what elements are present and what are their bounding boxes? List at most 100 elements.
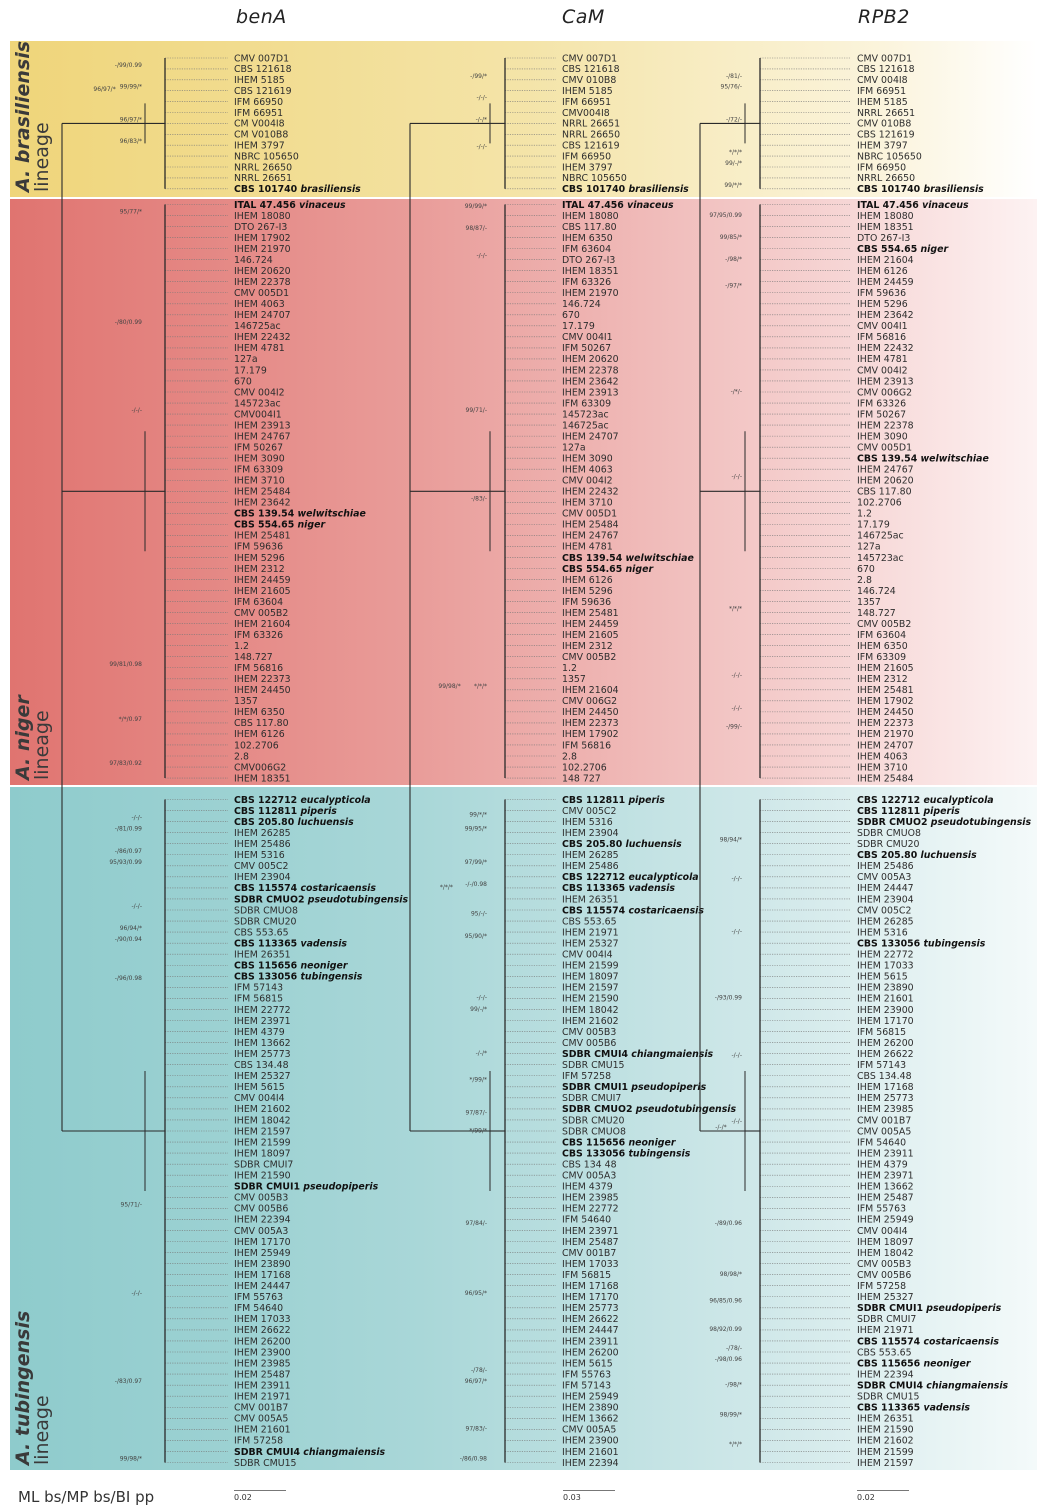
taxon-label: SDBR CMU20	[234, 916, 297, 927]
taxon-label: NBRC 105650	[857, 151, 922, 162]
support-value: -/-/*	[715, 1124, 726, 1131]
taxon-label: IHEM 6126	[234, 729, 285, 740]
support-value: -/-/-	[476, 95, 487, 102]
taxon-label: 2.8	[857, 575, 872, 586]
support-value: 99/*/*	[469, 811, 487, 818]
taxon-label: 17.179	[857, 520, 890, 531]
taxon-label: IHEM 23911	[562, 1336, 619, 1347]
taxon-label: IFM 63326	[857, 398, 906, 409]
taxon-label: IHEM 26200	[562, 1347, 619, 1358]
scale-bar-label: 0.03	[563, 1493, 581, 1502]
taxon-label: IHEM 21590	[562, 994, 619, 1005]
taxon-label: CMV 004I2	[562, 476, 613, 487]
taxon-label: CBS 115574 costaricaensis	[562, 905, 704, 916]
taxon-label: IHEM 25327	[234, 1071, 291, 1082]
scale-bar-benA: 0.02	[234, 1490, 286, 1502]
taxon-label: IHEM 23904	[857, 894, 914, 905]
taxon-label: CBS 121618	[857, 64, 915, 75]
taxon-label: SDBR CMUO2 pseudotubingensis	[857, 817, 1032, 828]
taxon-label: IHEM 6126	[857, 266, 908, 277]
taxon-label: IHEM 21970	[234, 244, 291, 255]
taxon-label: IHEM 23971	[234, 1016, 291, 1027]
support-value: 98/94/*	[720, 837, 742, 844]
support-value: 97/95/0.99	[709, 212, 742, 219]
support-value: -/83/-	[471, 495, 487, 502]
taxon-label: SDBR CMUO8	[562, 1126, 626, 1137]
taxon-label: IHEM 2312	[234, 564, 285, 575]
taxon-label: 670	[562, 310, 580, 321]
taxon-label: CMV 007D1	[857, 53, 912, 64]
taxon-label: IHEM 22373	[857, 718, 914, 729]
support-value: 96/94/*	[120, 925, 142, 932]
scale-bar-RPB2: 0.02	[857, 1490, 909, 1502]
taxon-label: 17.179	[234, 365, 267, 376]
support-value: 99/-/*	[725, 160, 742, 167]
taxon-label: IHEM 22394	[562, 1458, 619, 1469]
taxon-label: CMV 006G2	[562, 696, 617, 707]
taxon-label: CBS 554.65 niger	[562, 564, 654, 575]
taxon-label: CBS 133056 tubingensis	[562, 1148, 691, 1159]
taxon-label: IFM 63309	[857, 652, 906, 663]
support-value: -/90/0.94	[115, 936, 142, 943]
taxon-label: IHEM 25949	[857, 1215, 914, 1226]
support-value: -/-/-	[476, 144, 487, 151]
taxon-label: IHEM 26351	[857, 1414, 914, 1425]
taxon-label: IHEM 24459	[234, 575, 291, 586]
taxon-label: IFM 55763	[562, 1369, 611, 1380]
taxon-label: IHEM 5615	[857, 972, 908, 983]
taxon-label: IHEM 6126	[562, 575, 613, 586]
taxon-label: IHEM 24767	[562, 531, 619, 542]
taxon-label: CBS 205.80 luchuensis	[857, 850, 977, 861]
taxon-label: CBS 121619	[857, 130, 915, 141]
taxon-label: IHEM 18042	[234, 1115, 291, 1126]
taxon-label: CBS 554.65 niger	[857, 244, 949, 255]
taxon-label: IFM 66951	[857, 86, 906, 97]
taxon-label: CMV 005B6	[234, 1204, 288, 1215]
taxon-label: CBS 115574 costaricaensis	[857, 1336, 999, 1347]
taxon-label: IHEM 18097	[234, 1148, 291, 1159]
taxon-label: IHEM 23913	[562, 387, 619, 398]
support-value: 98/92/0.99	[709, 1326, 742, 1333]
taxon-label: IFM 66950	[234, 97, 283, 108]
taxon-label: IFM 50267	[234, 442, 283, 453]
taxon-label: IHEM 17902	[562, 729, 619, 740]
taxon-label: CBS 117.80	[234, 718, 289, 729]
taxon-label: IHEM 24707	[562, 431, 619, 442]
taxon-label: SDBR CMUI7	[234, 1159, 293, 1170]
taxon-label: IHEM 18042	[562, 1005, 619, 1016]
taxon-label: IHEM 18097	[857, 1237, 914, 1248]
taxon-label: IHEM 18080	[562, 211, 619, 222]
support-value: 99/99/*	[465, 203, 487, 210]
taxon-label: NBRC 105650	[234, 151, 299, 162]
taxon-label: 1.2	[234, 641, 249, 652]
taxon-label: IHEM 21602	[857, 1436, 914, 1447]
taxon-label: IHEM 3710	[234, 476, 285, 487]
taxon-label: 670	[234, 376, 252, 387]
lineage-band-brasiliensis	[10, 41, 1037, 197]
support-value: -/89/0.96	[715, 1220, 742, 1227]
taxon-label: IHEM 23900	[562, 1436, 619, 1447]
taxon-label: IHEM 21970	[857, 729, 914, 740]
taxon-label: IHEM 26622	[562, 1314, 619, 1325]
taxon-label: IHEM 25481	[562, 608, 619, 619]
support-value: */*/*	[474, 683, 487, 690]
taxon-label: CBS 112811 piperis	[562, 795, 665, 806]
taxon-label: IHEM 6350	[857, 641, 908, 652]
taxon-label: IHEM 18080	[857, 211, 914, 222]
taxon-label: CBS 115656 neoniger	[562, 1137, 677, 1148]
taxon-label: CMV 005C2	[234, 861, 288, 872]
taxon-label: 146725ac	[562, 420, 609, 431]
taxon-label: IHEM 4063	[857, 751, 908, 762]
support-value: 99/98/*	[120, 1456, 142, 1463]
taxon-label: IFM 59636	[857, 288, 906, 299]
taxon-label: CMV 004I8	[857, 75, 908, 86]
taxon-label: IHEM 24459	[857, 277, 914, 288]
taxon-label: IHEM 24447	[857, 883, 914, 894]
taxon-label: IHEM 21599	[857, 1447, 914, 1458]
taxon-label: IHEM 5316	[234, 850, 285, 861]
support-value: -/-/-	[131, 1290, 142, 1297]
taxon-label: SDBR CMUI1 pseudopiperis	[857, 1303, 1002, 1314]
taxon-label: CMV 006G2	[857, 387, 912, 398]
taxon-label: IHEM 21604	[562, 685, 619, 696]
taxon-label: 145723ac	[857, 553, 904, 564]
